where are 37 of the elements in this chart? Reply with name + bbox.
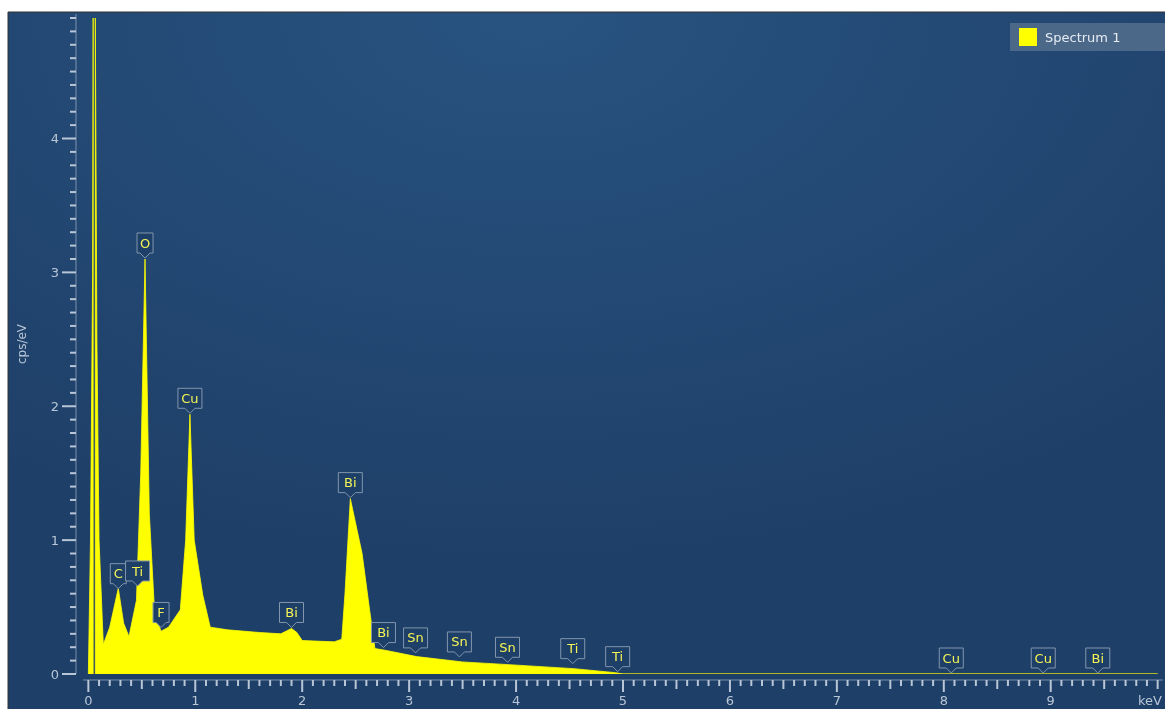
- x-tick-label: 6: [725, 693, 735, 708]
- annotation: Cu: [1034, 650, 1052, 666]
- x-tick-label: 8: [939, 693, 948, 708]
- y-tick-label: 4: [50, 131, 59, 147]
- annotation: Bi: [377, 625, 390, 641]
- annotation: Ti: [566, 641, 579, 657]
- annotation: Sn: [499, 639, 516, 655]
- annotation: Sn: [407, 630, 424, 646]
- y-axis-title: cps/eV: [15, 323, 29, 365]
- legend-label: Spectrum 1: [1045, 29, 1121, 45]
- x-tick-label: 0: [84, 693, 93, 708]
- annotation: C: [113, 566, 123, 582]
- x-tick-label: 1: [191, 693, 200, 708]
- x-tick-label: 9: [1046, 693, 1055, 708]
- x-tick-label: 7: [832, 693, 841, 708]
- annotation: Cu: [181, 390, 199, 406]
- annotation: Ti: [130, 563, 144, 579]
- x-axis-title: keV: [1138, 693, 1163, 708]
- x-tick-label: 3: [405, 693, 414, 708]
- y-tick-label: 2: [50, 398, 59, 414]
- annotation: Sn: [451, 634, 468, 650]
- annotation: Ti: [611, 649, 624, 665]
- y-tick-label: 3: [50, 264, 59, 280]
- peak-callout: O: [136, 232, 154, 259]
- peak-callout: C: [109, 563, 127, 590]
- x-tick-label: 2: [298, 693, 307, 708]
- peak-callout: F: [152, 602, 170, 628]
- annotation: Bi: [1091, 650, 1105, 666]
- annotation: Bi: [285, 605, 298, 621]
- annotation: F: [157, 605, 165, 621]
- annotation: Cu: [942, 650, 960, 666]
- annotation: O: [139, 235, 151, 251]
- x-tick-label: 4: [511, 693, 521, 708]
- annotation: Bi: [344, 475, 357, 491]
- x-tick-label: 5: [618, 693, 628, 708]
- y-tick-label: 1: [50, 532, 59, 548]
- y-tick-label: 0: [50, 666, 59, 682]
